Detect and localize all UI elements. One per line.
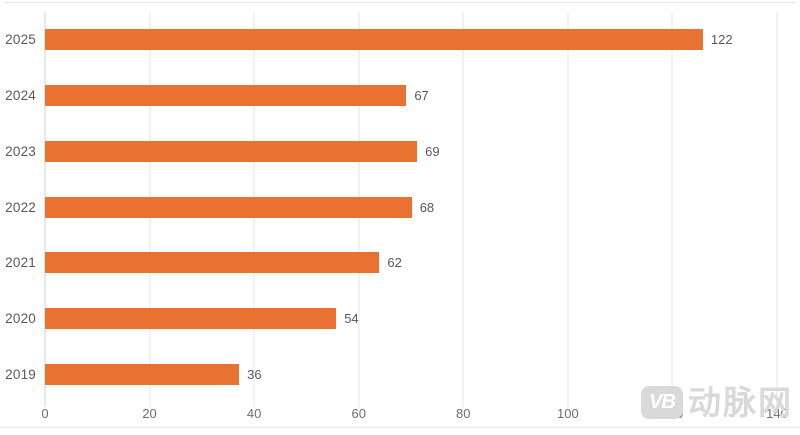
bar-track: 54 xyxy=(45,291,800,347)
bar-value-label: 54 xyxy=(344,310,359,326)
bar-value-label: 69 xyxy=(425,143,440,159)
bar xyxy=(45,85,407,107)
y-axis-label: 2024 xyxy=(5,88,36,104)
bar-track: 122 xyxy=(45,12,800,68)
gridline xyxy=(671,12,673,407)
bar xyxy=(45,363,240,385)
y-axis-label: 2020 xyxy=(5,310,36,326)
bottom-divider xyxy=(0,427,800,428)
y-axis-label: 2023 xyxy=(5,143,36,159)
chart-row: 2020 54 xyxy=(0,291,800,347)
gridline xyxy=(567,12,569,407)
y-axis-label: 2019 xyxy=(5,366,36,382)
chart-row: 2023 69 xyxy=(0,123,800,179)
x-tick-label: 140 xyxy=(766,406,788,421)
bar-track: 67 xyxy=(45,68,800,124)
x-tick-label: 60 xyxy=(351,406,366,421)
x-tick-label: 120 xyxy=(661,406,684,421)
x-axis-labels: 0 20 40 60 80 100 120 140 xyxy=(41,406,787,423)
bar-value-label: 62 xyxy=(387,255,402,271)
gridline xyxy=(776,12,778,407)
bar-track: 69 xyxy=(45,123,800,179)
chart-row: 2025 122 xyxy=(0,12,800,68)
x-tick-label: 0 xyxy=(41,406,49,421)
bar-value-label: 67 xyxy=(414,88,429,104)
bar-track: 62 xyxy=(45,235,800,291)
bar xyxy=(45,252,380,274)
bar-rows: 2025 122 2024 67 2023 69 xyxy=(0,12,800,402)
bar-value-label: 122 xyxy=(710,32,733,48)
chart-row: 2021 62 xyxy=(0,235,800,291)
x-tick-label: 100 xyxy=(556,406,579,421)
x-tick-label: 20 xyxy=(142,406,157,421)
bar-track: 36 xyxy=(45,346,800,402)
bar-value-label: 36 xyxy=(247,366,262,382)
x-tick-label: 40 xyxy=(246,406,262,421)
chart-row: 2019 36 xyxy=(0,346,800,402)
y-axis-label: 2022 xyxy=(5,199,36,215)
top-divider xyxy=(4,2,796,3)
bar xyxy=(45,140,418,162)
bar-value-label: 68 xyxy=(419,199,435,215)
bar-track: 68 xyxy=(45,179,800,235)
bar xyxy=(45,307,337,329)
y-axis-label: 2021 xyxy=(5,255,36,271)
bar xyxy=(45,196,412,218)
chart-row: 2024 67 xyxy=(0,68,800,124)
plot-area: 2025 122 2024 67 2023 69 xyxy=(0,12,800,407)
y-axis-label: 2025 xyxy=(5,32,36,48)
gridline xyxy=(462,12,464,407)
chart-row: 2022 68 xyxy=(0,179,800,235)
x-tick-label: 80 xyxy=(456,406,471,421)
bar xyxy=(45,29,703,51)
